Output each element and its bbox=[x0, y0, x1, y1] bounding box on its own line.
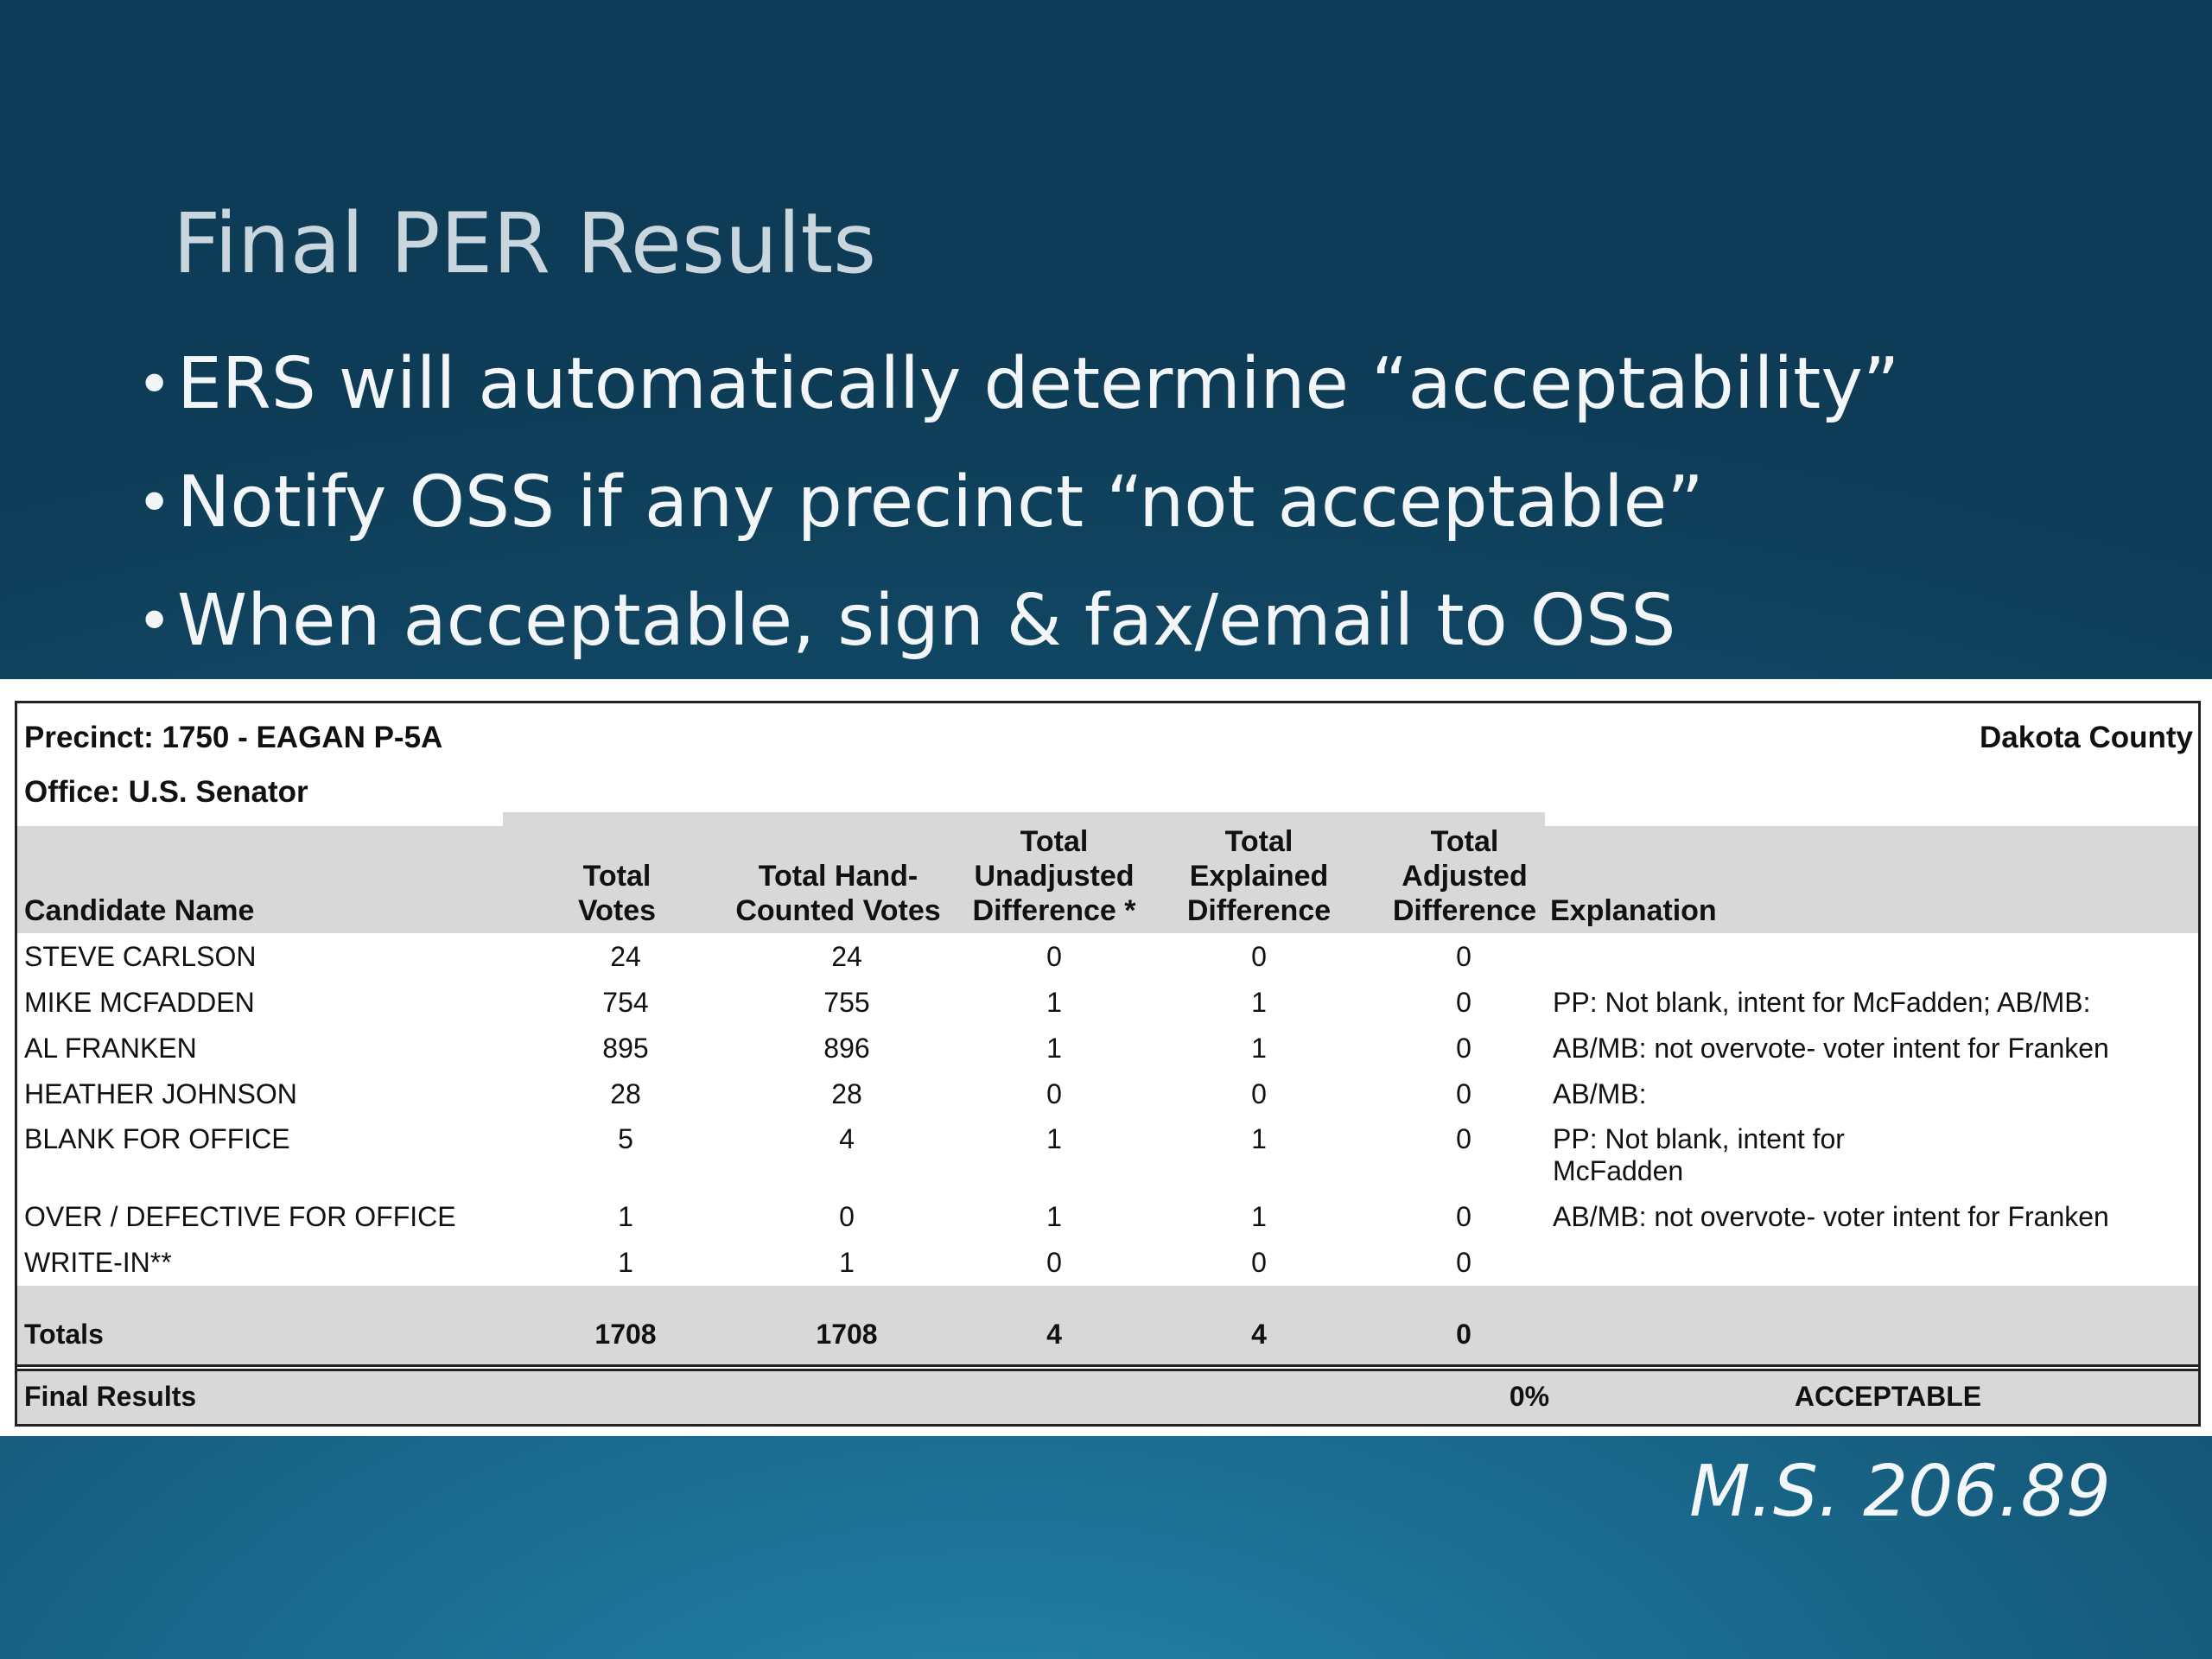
unadjusted-diff-cell: 0 bbox=[1046, 1247, 1062, 1278]
bullet-item: • ERS will automatically determine “acce… bbox=[130, 333, 1899, 451]
adjusted-diff-cell: 0 bbox=[1456, 1201, 1471, 1232]
adjusted-diff-cell: 0 bbox=[1456, 987, 1471, 1018]
candidate-name: OVER / DEFECTIVE FOR OFFICE bbox=[24, 1201, 456, 1232]
bullet-text: ERS will automatically determine “accept… bbox=[177, 343, 1900, 425]
office-label: Office: U.S. Senator bbox=[24, 775, 308, 809]
explained-diff-cell: 0 bbox=[1251, 1247, 1267, 1278]
total-votes-cell: 5 bbox=[618, 1123, 633, 1154]
bullet-dot-icon: • bbox=[137, 586, 173, 657]
total-votes-cell: 28 bbox=[610, 1078, 641, 1109]
column-header-candidate: Candidate Name bbox=[24, 894, 255, 927]
totals-unadjusted: 4 bbox=[1046, 1319, 1062, 1350]
adjusted-diff-cell: 0 bbox=[1456, 1078, 1471, 1109]
explanation-cell: PP: Not blank, intent for McFadden bbox=[1553, 1123, 1845, 1186]
final-results-row: Final Results 0% ACCEPTABLE bbox=[17, 1369, 2198, 1424]
hand-counted-cell: 24 bbox=[831, 941, 862, 972]
bullet-item: • When acceptable, sign & fax/email to O… bbox=[130, 569, 1899, 688]
total-votes-cell: 24 bbox=[610, 941, 641, 972]
totals-total-votes: 1708 bbox=[594, 1319, 657, 1350]
total-votes-cell: 1 bbox=[618, 1201, 633, 1232]
totals-row: Totals 1708 1708 4 4 0 bbox=[17, 1286, 2198, 1367]
explanation-cell: AB/MB: bbox=[1553, 1078, 1647, 1109]
header-cap bbox=[1545, 812, 2198, 826]
bullet-item: • Notify OSS if any precinct “not accept… bbox=[130, 451, 1899, 569]
unadjusted-diff-cell: 1 bbox=[1046, 1033, 1062, 1064]
hand-counted-cell: 896 bbox=[823, 1033, 870, 1064]
adjusted-diff-cell: 0 bbox=[1456, 1123, 1471, 1154]
column-header-hand-counted: Total Hand- Counted Votes bbox=[735, 860, 941, 927]
explained-diff-cell: 1 bbox=[1251, 1123, 1267, 1154]
final-results-label: Final Results bbox=[24, 1381, 197, 1412]
adjusted-diff-cell: 0 bbox=[1456, 941, 1471, 972]
column-header-total-votes: Total Votes bbox=[577, 860, 657, 927]
column-header-explanation: Explanation bbox=[1550, 894, 1717, 927]
adjusted-diff-cell: 0 bbox=[1456, 1247, 1471, 1278]
unadjusted-diff-cell: 1 bbox=[1046, 1123, 1062, 1154]
hand-counted-cell: 28 bbox=[831, 1078, 862, 1109]
adjusted-diff-cell: 0 bbox=[1456, 1033, 1471, 1064]
explained-diff-cell: 1 bbox=[1251, 1033, 1267, 1064]
total-votes-cell: 754 bbox=[602, 987, 649, 1018]
unadjusted-diff-cell: 0 bbox=[1046, 1078, 1062, 1109]
bullet-text: Notify OSS if any precinct “not acceptab… bbox=[177, 461, 1704, 543]
per-report-screenshot: Precinct: 1750 - EAGAN P-5A Dakota Count… bbox=[0, 679, 2212, 1436]
column-header-explained: Total Explained Difference bbox=[1186, 825, 1332, 927]
explanation-cell: AB/MB: not overvote- voter intent for Fr… bbox=[1553, 1033, 2109, 1064]
candidate-name: BLANK FOR OFFICE bbox=[24, 1123, 290, 1154]
bullet-text: When acceptable, sign & fax/email to OSS bbox=[177, 580, 1676, 662]
total-votes-cell: 1 bbox=[618, 1247, 633, 1278]
explained-diff-cell: 0 bbox=[1251, 941, 1267, 972]
unadjusted-diff-cell: 0 bbox=[1046, 941, 1062, 972]
explanation-cell: PP: Not blank, intent for McFadden; AB/M… bbox=[1553, 987, 2091, 1018]
hand-counted-cell: 0 bbox=[839, 1201, 855, 1232]
bullet-dot-icon: • bbox=[137, 349, 173, 420]
explained-diff-cell: 0 bbox=[1251, 1078, 1267, 1109]
totals-adjusted: 0 bbox=[1456, 1319, 1471, 1350]
slide-title: Final PER Results bbox=[173, 195, 877, 292]
candidate-name: WRITE-IN** bbox=[24, 1247, 172, 1278]
bullet-dot-icon: • bbox=[137, 467, 173, 538]
candidate-name: AL FRANKEN bbox=[24, 1033, 197, 1064]
explained-diff-cell: 1 bbox=[1251, 987, 1267, 1018]
county-label: Dakota County bbox=[1980, 721, 2193, 754]
hand-counted-cell: 1 bbox=[839, 1247, 855, 1278]
header-cap bbox=[17, 812, 503, 826]
hand-counted-cell: 4 bbox=[839, 1123, 855, 1154]
bullet-list: • ERS will automatically determine “acce… bbox=[130, 333, 1899, 688]
candidate-name: HEATHER JOHNSON bbox=[24, 1078, 297, 1109]
statute-reference: M.S. 206.89 bbox=[1689, 1451, 2111, 1533]
per-report-table: Precinct: 1750 - EAGAN P-5A Dakota Count… bbox=[15, 701, 2201, 1427]
candidate-name: MIKE MCFADDEN bbox=[24, 987, 255, 1018]
final-results-percent: 0% bbox=[1509, 1381, 1550, 1412]
totals-explained: 4 bbox=[1251, 1319, 1267, 1350]
total-votes-cell: 895 bbox=[602, 1033, 649, 1064]
final-results-status: ACCEPTABLE bbox=[1794, 1381, 1982, 1412]
column-header-unadjusted: Total Unadjusted Difference * bbox=[972, 825, 1136, 927]
precinct-label: Precinct: 1750 - EAGAN P-5A bbox=[24, 721, 443, 754]
column-header-band bbox=[17, 812, 2198, 933]
column-header-adjusted: Total Adjusted Difference bbox=[1392, 825, 1537, 927]
hand-counted-cell: 755 bbox=[823, 987, 870, 1018]
unadjusted-diff-cell: 1 bbox=[1046, 987, 1062, 1018]
totals-hand-counted: 1708 bbox=[816, 1319, 878, 1350]
candidate-name: STEVE CARLSON bbox=[24, 941, 257, 972]
unadjusted-diff-cell: 1 bbox=[1046, 1201, 1062, 1232]
explained-diff-cell: 1 bbox=[1251, 1201, 1267, 1232]
totals-label: Totals bbox=[24, 1319, 104, 1350]
explanation-cell: AB/MB: not overvote- voter intent for Fr… bbox=[1553, 1201, 2109, 1232]
